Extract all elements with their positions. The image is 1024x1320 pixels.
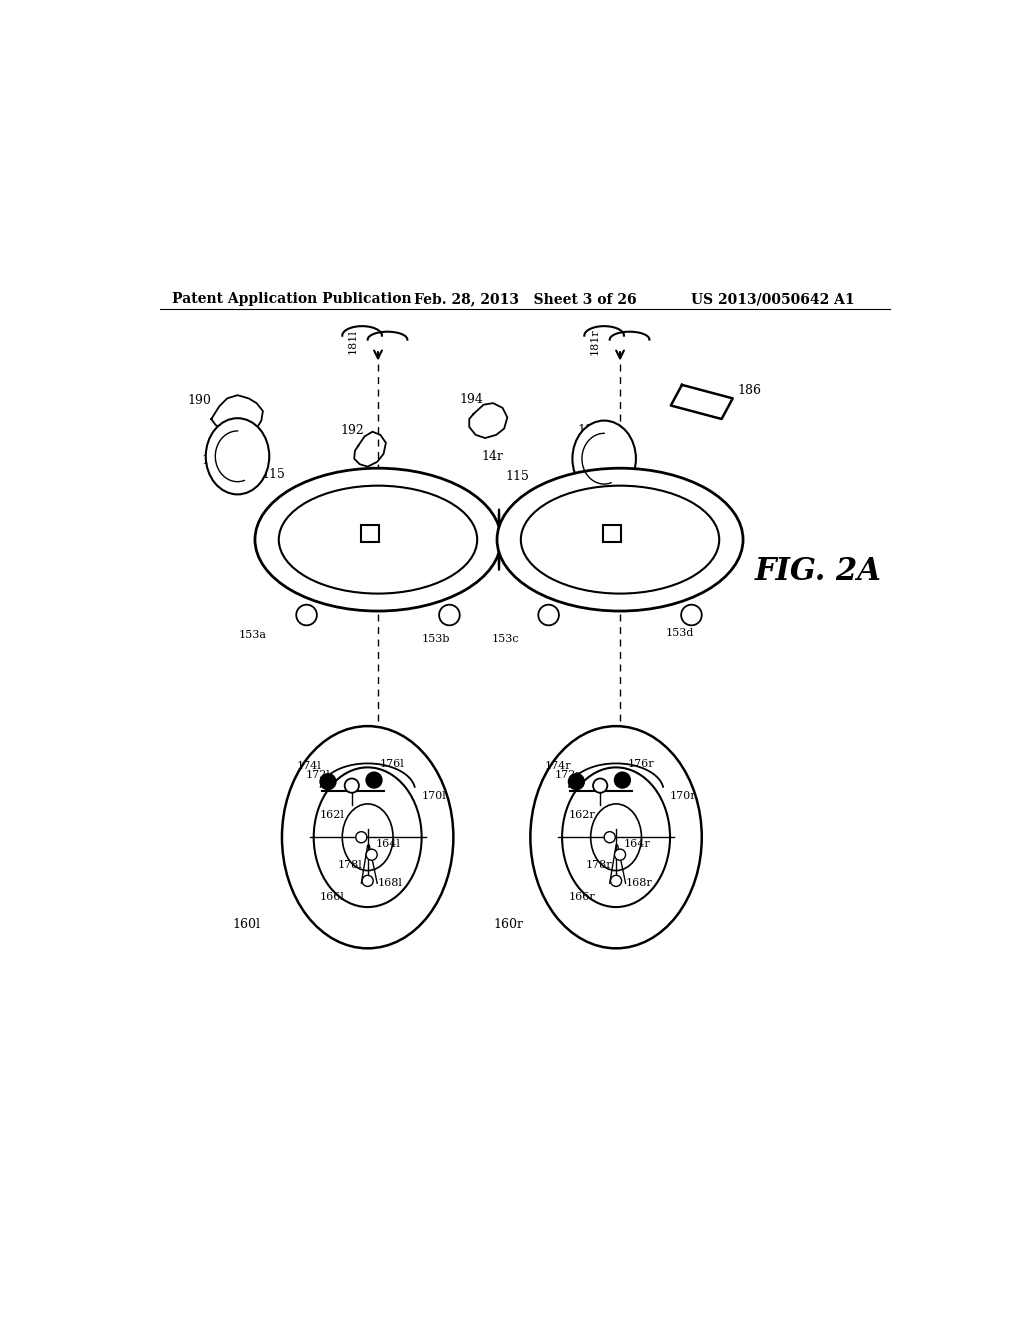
Circle shape: [593, 779, 607, 793]
Text: 139l: 139l: [377, 549, 401, 558]
Ellipse shape: [279, 486, 477, 594]
Circle shape: [539, 605, 559, 626]
Circle shape: [614, 849, 626, 861]
Text: US 2013/0050642 A1: US 2013/0050642 A1: [691, 292, 855, 306]
Text: 153c: 153c: [492, 634, 519, 644]
Text: 14l: 14l: [232, 454, 253, 467]
Ellipse shape: [342, 804, 393, 871]
Text: Patent Application Publication: Patent Application Publication: [172, 292, 412, 306]
Ellipse shape: [255, 469, 501, 611]
Text: 139r: 139r: [618, 549, 645, 558]
Text: 170l: 170l: [422, 791, 446, 801]
Text: Feb. 28, 2013   Sheet 3 of 26: Feb. 28, 2013 Sheet 3 of 26: [414, 292, 636, 306]
Text: 14r: 14r: [481, 450, 503, 463]
Ellipse shape: [521, 486, 719, 594]
Text: 166l: 166l: [321, 892, 345, 902]
Ellipse shape: [562, 767, 670, 907]
Text: 190: 190: [187, 395, 211, 408]
Text: 170r: 170r: [670, 791, 696, 801]
Text: 115: 115: [261, 469, 286, 480]
Circle shape: [610, 875, 622, 887]
Bar: [361, 524, 379, 543]
Circle shape: [296, 605, 316, 626]
Text: 164r: 164r: [624, 838, 650, 849]
Text: 181r: 181r: [590, 327, 600, 355]
Text: 162l: 162l: [321, 810, 345, 820]
Ellipse shape: [497, 469, 743, 611]
Ellipse shape: [282, 726, 454, 948]
Text: 181l: 181l: [348, 329, 357, 354]
Circle shape: [367, 772, 382, 788]
Ellipse shape: [572, 421, 636, 496]
Text: 192: 192: [341, 424, 365, 437]
Text: 166r: 166r: [568, 892, 595, 902]
Text: 180r: 180r: [627, 502, 656, 515]
Circle shape: [355, 832, 367, 842]
Circle shape: [367, 849, 377, 861]
Circle shape: [681, 605, 701, 626]
Text: 184: 184: [578, 425, 601, 437]
Circle shape: [439, 605, 460, 626]
Text: 172r: 172r: [554, 771, 581, 780]
Circle shape: [345, 779, 359, 793]
Text: 168r: 168r: [626, 878, 652, 888]
Text: 178l: 178l: [338, 861, 362, 870]
Ellipse shape: [206, 418, 269, 495]
Text: 174r: 174r: [545, 760, 571, 771]
Bar: [603, 524, 621, 543]
Circle shape: [362, 875, 373, 887]
Text: 162r: 162r: [568, 810, 595, 820]
Text: 153a: 153a: [240, 630, 267, 640]
Text: 178r: 178r: [586, 861, 612, 870]
Ellipse shape: [530, 726, 701, 948]
Text: 174l: 174l: [296, 760, 321, 771]
Circle shape: [568, 774, 585, 789]
Text: 164l: 164l: [376, 838, 400, 849]
Text: 153d: 153d: [666, 628, 694, 639]
Text: 186: 186: [737, 384, 762, 397]
Ellipse shape: [591, 804, 641, 871]
Text: 182: 182: [201, 454, 225, 467]
Text: 176r: 176r: [628, 759, 654, 770]
Circle shape: [604, 832, 615, 842]
Ellipse shape: [313, 767, 422, 907]
Text: FIG. 2A: FIG. 2A: [755, 556, 882, 587]
Text: 160l: 160l: [232, 917, 261, 931]
Text: 176l: 176l: [380, 759, 404, 770]
Circle shape: [614, 772, 631, 788]
Text: 153b: 153b: [422, 634, 451, 644]
Text: 160r: 160r: [494, 917, 523, 931]
Text: 194: 194: [460, 393, 483, 407]
Circle shape: [321, 774, 336, 789]
Text: 115: 115: [505, 470, 528, 483]
Text: 172l: 172l: [306, 771, 331, 780]
Text: 180l: 180l: [384, 487, 413, 500]
Text: 168l: 168l: [377, 878, 402, 888]
